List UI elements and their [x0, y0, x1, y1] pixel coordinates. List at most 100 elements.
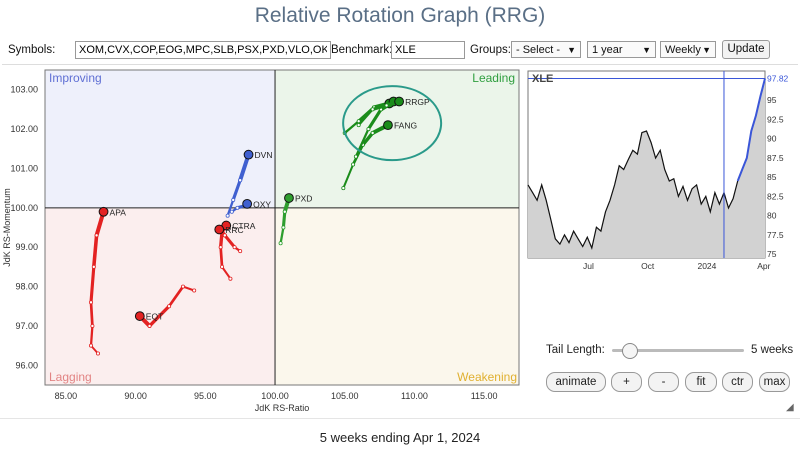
price-x-tick-label: Apr: [757, 261, 770, 271]
max-button[interactable]: max: [759, 372, 790, 392]
price-y-tick-label: 77.5: [767, 230, 784, 240]
series-tail-point-hes: [353, 154, 358, 159]
price-x-tick-label: Jul: [583, 261, 594, 271]
series-tail-segment-apa: [89, 300, 94, 328]
series-tail-point-eog: [356, 123, 361, 128]
series-tail-segment-dvn: [231, 178, 242, 202]
quadrant-lagging-bg: [45, 207, 276, 385]
series-tail-point-dvn: [238, 178, 243, 183]
groups-select-value: - Select -: [516, 44, 561, 56]
price-y-tick-label: 95: [767, 95, 777, 105]
quadrant-label-weakening: Weakening: [457, 370, 517, 384]
series-tail-point-pxd: [281, 225, 286, 230]
zoom-in-button[interactable]: +: [611, 372, 642, 392]
price-y-tick-label: 87.5: [767, 153, 784, 163]
series-tail-point-apa: [90, 323, 95, 328]
price-y-tick-label: 85: [767, 172, 777, 182]
series-tail-segment-eqt: [147, 304, 171, 328]
series-head-rrc: [214, 224, 225, 235]
series-label-ctra: CTRA: [232, 221, 255, 231]
series-label-oxy: OXY: [253, 199, 271, 209]
price-area-fill: [528, 78, 765, 258]
price-y-tick-label: 82.5: [767, 191, 784, 201]
series-label-apa: APA: [110, 207, 127, 217]
series-tail-point-fang: [341, 186, 346, 191]
series-tail-segment-dvn: [226, 198, 235, 217]
symbols-input[interactable]: [75, 41, 331, 59]
y-tick-label: 102.00: [10, 124, 38, 134]
groups-select[interactable]: - Select - ▼: [511, 41, 581, 58]
y-tick-label: 97.00: [15, 321, 38, 331]
series-label-eog: RRGP: [405, 97, 430, 107]
animate-button[interactable]: animate: [546, 372, 606, 392]
x-tick-label: 95.00: [194, 391, 217, 401]
series-tail-point-ctra: [228, 276, 233, 281]
quadrant-label-leading: Leading: [472, 71, 515, 85]
series-tail-point-apa: [89, 300, 94, 305]
price-y-tick-label: 75: [767, 249, 777, 259]
leading-cluster-highlight-ellipse: [342, 85, 443, 162]
series-tail-point-rrc: [238, 249, 243, 254]
series-tail-point-mro: [356, 119, 361, 124]
chevron-down-icon: ▼: [642, 45, 651, 55]
series-tail-segment-hes: [366, 107, 383, 131]
quadrant-label-improving: Improving: [49, 71, 102, 85]
series-tail-segment-fang: [361, 131, 375, 147]
series-tail-point-dvn: [225, 213, 230, 218]
series-tail-point-eqt: [181, 284, 186, 289]
series-tail-point-fang: [351, 162, 356, 167]
series-tail-point-rrc: [232, 245, 237, 250]
series-head-oxy: [242, 198, 253, 209]
series-tail-segment-ctra: [221, 265, 232, 280]
chevron-down-icon: ▼: [702, 45, 711, 55]
tail-length-slider-handle[interactable]: [622, 343, 638, 359]
series-tail-segment-hes: [354, 127, 370, 158]
quadrant-weakening-bg: [275, 207, 519, 385]
update-button[interactable]: Update: [722, 40, 770, 59]
series-tail-segment-eog: [371, 103, 389, 111]
series-head-pxd: [284, 193, 294, 203]
series-tail-point-dvn: [231, 197, 236, 202]
series-head-eog: [394, 96, 405, 107]
series-tail-segment-apa: [89, 324, 94, 347]
footer-caption: 5 weeks ending Apr 1, 2024: [319, 430, 481, 445]
zoom-out-button[interactable]: -: [648, 372, 679, 392]
interval-select-value: Weekly: [665, 44, 701, 56]
series-head-apa: [98, 206, 109, 217]
y-tick-label: 100.00: [10, 203, 38, 213]
series-head-eqt: [134, 311, 145, 321]
y-axis-title: JdK RS-Momentum: [2, 188, 12, 267]
series-label-eqt: EQT: [146, 312, 163, 322]
resize-handle-icon[interactable]: ◢: [786, 402, 794, 413]
series-tail-point-pxd: [278, 241, 283, 246]
x-tick-label: 110.00: [401, 391, 428, 401]
y-tick-label: 96.00: [15, 360, 38, 370]
series-tail-segment-pxd: [279, 226, 285, 245]
series-label-pxd: PXD: [295, 193, 312, 203]
price-y-tick-label: 92.5: [767, 114, 784, 124]
chart-panel-divider: [2, 64, 798, 419]
series-tail-segment-mro: [343, 120, 360, 135]
footer-divider: [0, 418, 800, 419]
center-button[interactable]: ctr: [722, 372, 753, 392]
tail-length-track[interactable]: [612, 349, 744, 352]
price-y-tick-label: 80: [767, 211, 777, 221]
period-select-value: 1 year: [592, 44, 623, 56]
rrg-chart[interactable]: Improving Leading Lagging Weakening 96.00 97.…: [0, 0, 800, 418]
series-tail-point-ctra: [218, 245, 223, 250]
price-line-highlight: [736, 78, 766, 182]
x-axis-title: JdK RS-Ratio: [255, 403, 310, 413]
x-tick-label: 90.00: [124, 391, 147, 401]
series-tail-point-ctra: [220, 264, 225, 269]
y-tick-label: 98.00: [15, 282, 38, 292]
benchmark-input[interactable]: [391, 41, 465, 59]
x-tick-label: 85.00: [55, 391, 78, 401]
x-tick-label: 105.00: [331, 391, 359, 401]
fit-button[interactable]: fit: [685, 372, 717, 392]
price-x-tick-label: 2024: [697, 261, 716, 271]
interval-select[interactable]: Weekly ▼: [660, 41, 716, 58]
tail-length-label: Tail Length:: [546, 344, 605, 356]
series-tail-point-apa: [94, 233, 99, 238]
period-select[interactable]: 1 year ▼: [587, 41, 656, 58]
page-title: Relative Rotation Graph (RRG): [254, 4, 546, 27]
